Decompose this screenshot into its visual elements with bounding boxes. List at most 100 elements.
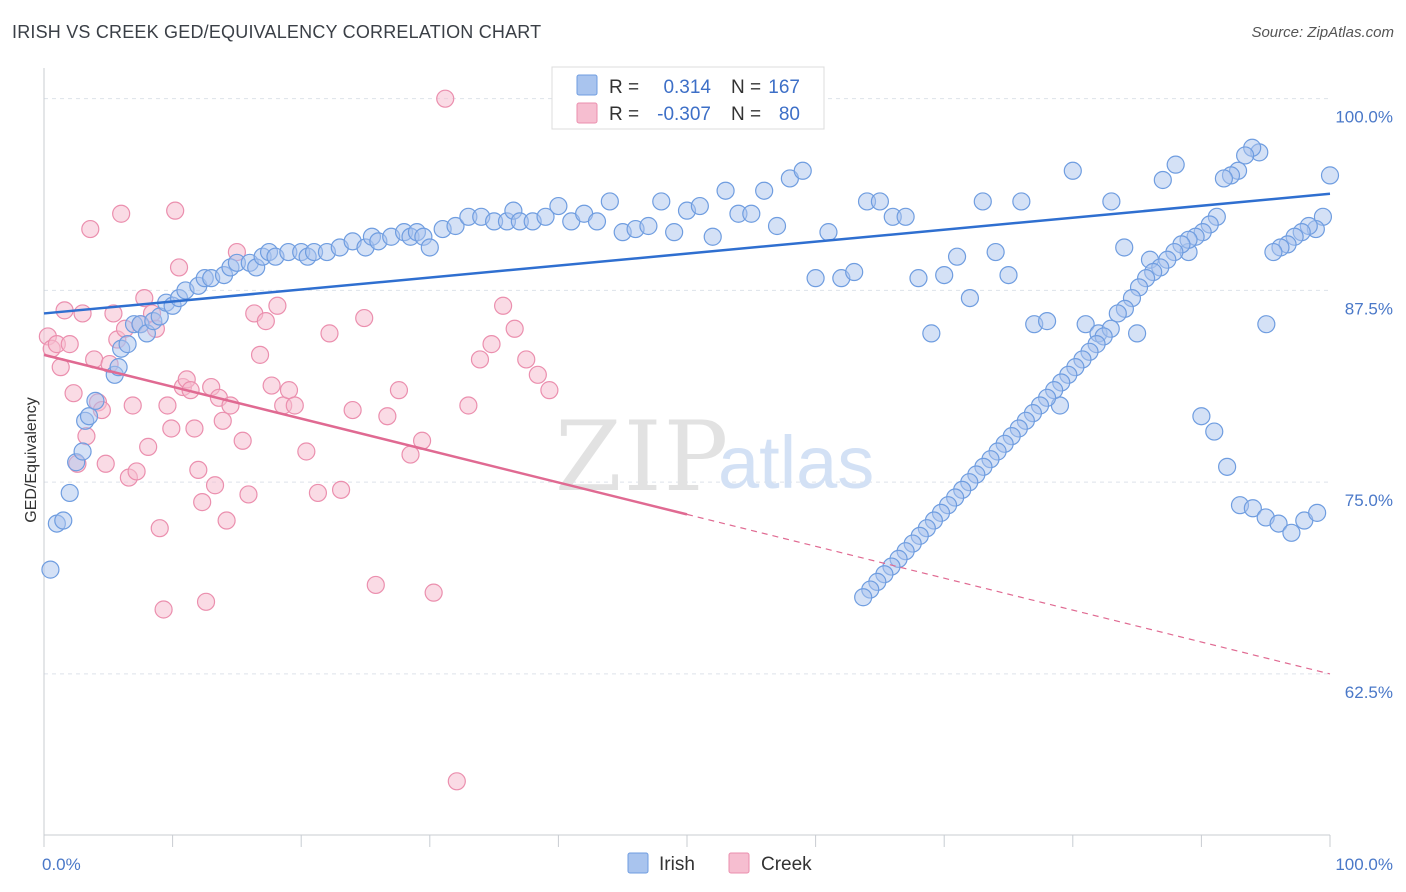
top-legend: R = 0.314 N = 167 R = -0.307 N = 80	[551, 66, 825, 130]
irish-point-68	[665, 223, 684, 242]
irish-point-92	[973, 192, 992, 211]
irish-points	[41, 138, 1340, 607]
creek-point-5	[60, 335, 79, 354]
creek-point-16	[104, 304, 123, 323]
creek-point-79	[540, 381, 559, 400]
irish-point-78	[793, 161, 812, 180]
irish-point-109	[1192, 407, 1211, 426]
creek-point-73	[470, 350, 490, 369]
irish-point-149	[1108, 304, 1127, 323]
irish-point-48	[420, 238, 439, 257]
y-tick-labels: 62.5% 75.0% 87.5% 100.0%	[1335, 108, 1393, 702]
legend-swatch-irish	[576, 74, 598, 96]
irish-point-91	[960, 289, 980, 308]
irish-point-131	[1236, 146, 1255, 165]
creek-point-18	[112, 204, 131, 223]
creek-point-45	[217, 511, 236, 530]
creek-point-58	[297, 442, 316, 461]
legend-r-label-irish: R =	[609, 77, 639, 98]
creek-point-59	[308, 483, 328, 503]
creek-point-64	[366, 575, 385, 595]
creek-point-21	[123, 396, 142, 415]
irish-point-3	[60, 483, 79, 503]
irish-point-70	[690, 196, 709, 216]
irish-point-94	[999, 265, 1018, 285]
y-tick-label-1: 75.0%	[1345, 491, 1393, 510]
legend-r-value-irish: 0.314	[663, 77, 711, 98]
y-axis-label: GED/Equivalency	[23, 397, 40, 522]
creek-point-8	[73, 304, 92, 323]
irish-point-93	[986, 242, 1005, 262]
irish-point-86	[896, 207, 915, 226]
creek-point-28	[150, 519, 169, 538]
creek-point-65	[378, 407, 397, 426]
creek-point-52	[256, 312, 275, 331]
legend-n-label-irish: N =	[731, 77, 761, 98]
creek-point-39	[193, 493, 212, 512]
irish-point-82	[845, 262, 864, 282]
bottom-legend: Irish Creek	[627, 852, 812, 875]
irish-trend-line	[43, 192, 1331, 315]
creek-point-32	[166, 201, 185, 220]
creek-point-29	[154, 600, 173, 619]
grid-layer	[44, 98, 1330, 675]
creek-point-62	[343, 400, 362, 420]
x-tick-label-1: 100.0%	[1335, 855, 1393, 874]
creek-point-53	[262, 376, 281, 395]
creek-points	[38, 89, 559, 791]
irish-point-110	[1205, 422, 1224, 441]
irish-point-90	[947, 247, 967, 266]
irish-point-128	[1257, 315, 1276, 334]
irish-point-79	[806, 269, 825, 288]
irish-point-115	[1269, 514, 1288, 533]
irish-point-7	[79, 407, 99, 426]
creek-point-44	[213, 411, 232, 430]
irish-point-116	[1282, 523, 1301, 542]
creek-point-10	[81, 219, 100, 239]
irish-point-63	[600, 192, 619, 211]
watermark-atlas: atlas	[718, 421, 874, 504]
creek-trend-line-solid	[43, 353, 688, 516]
creek-point-78	[528, 365, 547, 384]
irish-point-74	[742, 204, 761, 223]
irish-point-62	[587, 212, 607, 231]
irish-point-89	[935, 265, 954, 285]
creek-point-37	[185, 419, 204, 438]
irish-point-75	[755, 181, 774, 200]
irish-point-80	[819, 223, 838, 242]
irish-point-76	[767, 216, 787, 236]
creek-point-31	[162, 419, 181, 438]
legend-r-label-creek: R =	[609, 104, 639, 125]
irish-point-103	[1115, 238, 1134, 257]
irish-point-185	[854, 588, 873, 607]
y-tick-label-3: 100.0%	[1335, 108, 1393, 127]
legend-n-value-irish: 167	[768, 77, 800, 98]
irish-point-127	[1264, 242, 1283, 262]
creek-point-38	[189, 460, 208, 480]
creek-point-74	[482, 335, 501, 354]
irish-point-100	[1076, 315, 1095, 334]
chart-title: IRISH VS CREEK GED/EQUIVALENCY CORRELATI…	[12, 22, 542, 42]
irish-point-106	[1153, 170, 1172, 190]
irish-point-88	[922, 324, 941, 343]
creek-point-49	[239, 485, 258, 504]
irish-point-113	[1243, 499, 1262, 518]
irish-point-104	[1127, 324, 1147, 343]
irish-point-66	[639, 216, 658, 236]
creek-point-24	[135, 289, 154, 308]
bottom-legend-creek: Creek	[761, 854, 812, 875]
axes-layer	[43, 68, 1331, 847]
creek-point-40	[196, 592, 216, 611]
creek-point-77	[517, 350, 536, 369]
creek-point-76	[505, 319, 524, 338]
legend-swatch-creek	[576, 102, 598, 124]
irish-point-111	[1218, 457, 1237, 476]
creek-point-14	[96, 454, 115, 473]
creek-point-25	[139, 437, 158, 456]
irish-point-99	[1063, 161, 1082, 180]
creek-point-48	[233, 431, 252, 450]
irish-point-134	[1214, 169, 1234, 188]
irish-point-71	[703, 227, 722, 246]
creek-point-9	[77, 427, 96, 446]
creek-point-57	[285, 396, 304, 415]
